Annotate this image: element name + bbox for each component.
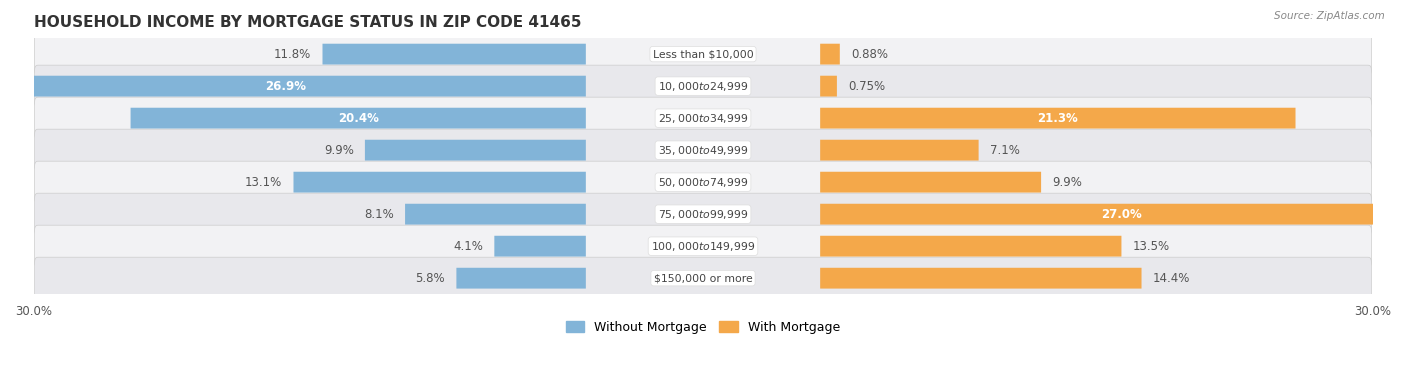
FancyBboxPatch shape	[0, 76, 586, 96]
Text: 9.9%: 9.9%	[1052, 176, 1083, 189]
Text: $150,000 or more: $150,000 or more	[654, 273, 752, 283]
FancyBboxPatch shape	[322, 44, 586, 65]
Text: $35,000 to $49,999: $35,000 to $49,999	[658, 144, 748, 156]
Text: Source: ZipAtlas.com: Source: ZipAtlas.com	[1274, 11, 1385, 21]
Text: 26.9%: 26.9%	[266, 80, 307, 93]
Text: 4.1%: 4.1%	[453, 240, 484, 253]
FancyBboxPatch shape	[35, 97, 1371, 139]
FancyBboxPatch shape	[366, 140, 586, 161]
FancyBboxPatch shape	[495, 236, 586, 257]
Text: 7.1%: 7.1%	[990, 144, 1019, 156]
FancyBboxPatch shape	[294, 172, 586, 192]
Text: HOUSEHOLD INCOME BY MORTGAGE STATUS IN ZIP CODE 41465: HOUSEHOLD INCOME BY MORTGAGE STATUS IN Z…	[34, 15, 581, 30]
FancyBboxPatch shape	[131, 108, 586, 129]
Text: 27.0%: 27.0%	[1101, 208, 1142, 221]
Text: Less than $10,000: Less than $10,000	[652, 49, 754, 59]
Text: 11.8%: 11.8%	[274, 48, 311, 60]
Text: $75,000 to $99,999: $75,000 to $99,999	[658, 208, 748, 221]
FancyBboxPatch shape	[35, 193, 1371, 235]
FancyBboxPatch shape	[820, 140, 979, 161]
FancyBboxPatch shape	[820, 172, 1040, 192]
Text: 0.88%: 0.88%	[851, 48, 889, 60]
FancyBboxPatch shape	[820, 44, 839, 65]
FancyBboxPatch shape	[35, 257, 1371, 299]
FancyBboxPatch shape	[820, 268, 1142, 288]
Text: $25,000 to $34,999: $25,000 to $34,999	[658, 112, 748, 125]
Text: 0.75%: 0.75%	[848, 80, 886, 93]
Legend: Without Mortgage, With Mortgage: Without Mortgage, With Mortgage	[565, 321, 841, 334]
FancyBboxPatch shape	[35, 161, 1371, 203]
Text: $100,000 to $149,999: $100,000 to $149,999	[651, 240, 755, 253]
Text: 14.4%: 14.4%	[1153, 272, 1189, 285]
FancyBboxPatch shape	[820, 236, 1122, 257]
Text: 13.5%: 13.5%	[1133, 240, 1170, 253]
Text: $50,000 to $74,999: $50,000 to $74,999	[658, 176, 748, 189]
Text: 21.3%: 21.3%	[1038, 112, 1078, 125]
Text: 8.1%: 8.1%	[364, 208, 394, 221]
Text: $10,000 to $24,999: $10,000 to $24,999	[658, 80, 748, 93]
Text: 20.4%: 20.4%	[337, 112, 378, 125]
FancyBboxPatch shape	[457, 268, 586, 288]
FancyBboxPatch shape	[820, 204, 1406, 225]
Text: 5.8%: 5.8%	[416, 272, 446, 285]
FancyBboxPatch shape	[405, 204, 586, 225]
Text: 13.1%: 13.1%	[245, 176, 283, 189]
FancyBboxPatch shape	[35, 129, 1371, 171]
FancyBboxPatch shape	[35, 33, 1371, 75]
FancyBboxPatch shape	[820, 76, 837, 96]
FancyBboxPatch shape	[35, 225, 1371, 267]
FancyBboxPatch shape	[35, 65, 1371, 107]
Text: 9.9%: 9.9%	[323, 144, 354, 156]
FancyBboxPatch shape	[820, 108, 1295, 129]
